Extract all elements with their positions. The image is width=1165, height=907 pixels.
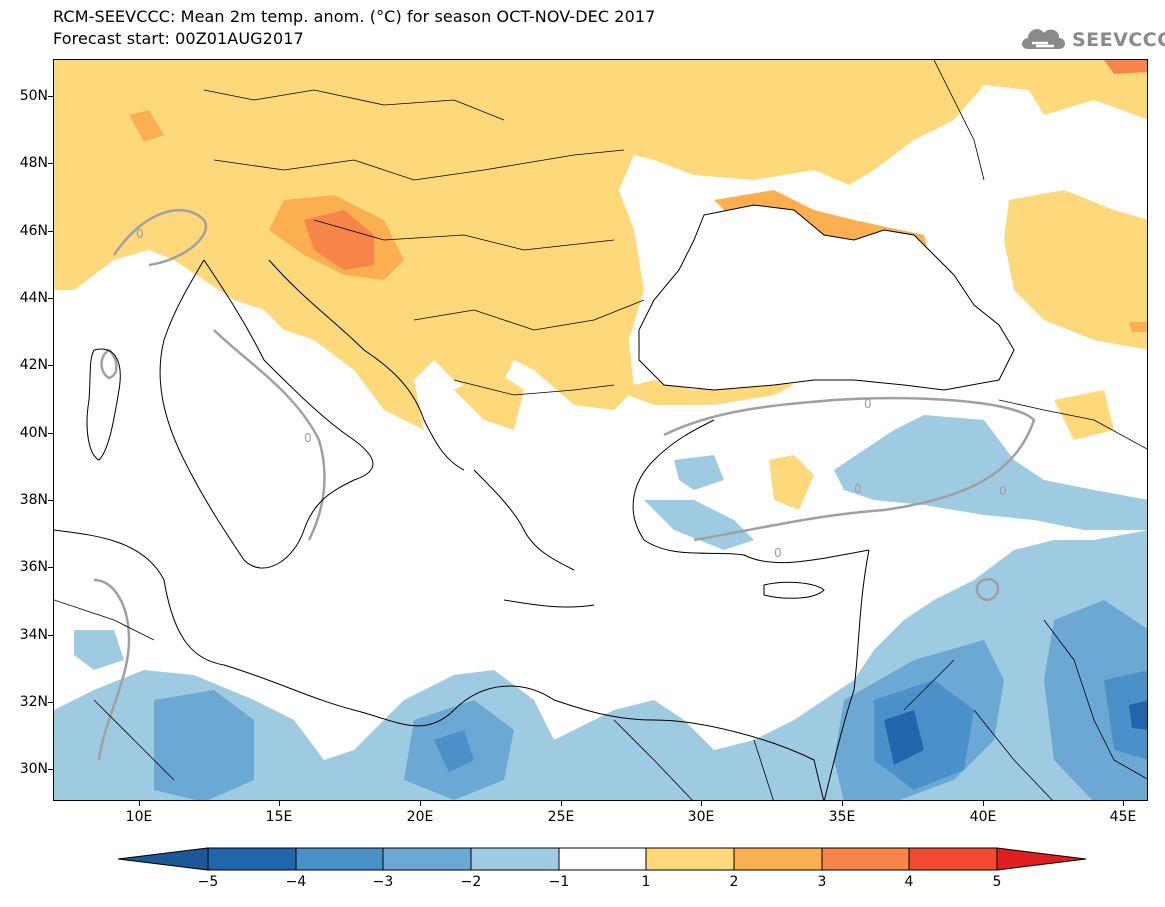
- colorbar-segment: [207, 847, 297, 871]
- lat-tick: [48, 231, 53, 232]
- lat-label-50n: 50N: [19, 88, 48, 104]
- lon-label-35e: 35E: [828, 809, 856, 825]
- lat-tick: [48, 298, 53, 299]
- colorbar-label: 2: [729, 874, 739, 890]
- anomaly-map-svg: 0 0 0 0 0 0: [54, 60, 1147, 800]
- colorbar-label: 4: [904, 874, 914, 890]
- colorbar-low-arrow: [118, 847, 209, 871]
- colorbar-segment: [470, 847, 560, 871]
- lat-label-34n: 34N: [19, 627, 48, 643]
- colorbar-segment: [558, 847, 647, 871]
- lat-tick: [48, 433, 53, 434]
- lat-label-44n: 44N: [19, 290, 48, 306]
- colorbar-segment: [821, 847, 910, 871]
- lon-label-40e: 40E: [969, 809, 997, 825]
- colorbar-label: 1: [641, 874, 651, 890]
- lat-tick: [48, 635, 53, 636]
- colorbar-label: −4: [285, 874, 307, 890]
- colorbar: [118, 847, 1086, 871]
- lat-label-48n: 48N: [19, 155, 48, 171]
- colorbar-segment: [645, 847, 735, 871]
- map-title: RCM-SEEVCCC: Mean 2m temp. anom. (°C) fo…: [53, 7, 656, 26]
- colorbar-label: 3: [817, 874, 827, 890]
- logo-text: SEEVCCC: [1072, 29, 1165, 51]
- country-borders: [54, 60, 1147, 800]
- lon-label-30e: 30E: [687, 809, 715, 825]
- coastlines: [54, 259, 870, 800]
- lat-tick: [48, 365, 53, 366]
- lat-tick: [48, 96, 53, 97]
- colorbar-segment: [382, 847, 472, 871]
- seevccc-logo: SEEVCCC: [1018, 21, 1165, 55]
- lat-label-42n: 42N: [19, 357, 48, 373]
- contour-label: 0: [136, 227, 144, 241]
- contour-label: 0: [864, 397, 872, 411]
- lon-tick: [279, 801, 280, 806]
- lon-tick: [842, 801, 843, 806]
- lat-tick: [48, 567, 53, 568]
- cloud-icon: [1022, 29, 1065, 49]
- colorbar-label: 5: [992, 874, 1002, 890]
- lon-tick: [420, 801, 421, 806]
- lon-tick: [561, 801, 562, 806]
- colorbar-segment: [908, 847, 998, 871]
- lat-tick: [48, 769, 53, 770]
- contour-label: 0: [774, 546, 782, 560]
- colorbar-label: −2: [460, 874, 482, 890]
- lat-tick: [48, 163, 53, 164]
- lon-label-15e: 15E: [265, 809, 293, 825]
- contour-label: 0: [999, 484, 1007, 498]
- lat-label-32n: 32N: [19, 694, 48, 710]
- forecast-start-label: Forecast start: 00Z01AUG2017: [53, 29, 304, 48]
- colorbar-segment: [295, 847, 384, 871]
- contour-label: 0: [854, 482, 862, 496]
- lon-label-25e: 25E: [547, 809, 575, 825]
- lat-label-40n: 40N: [19, 425, 48, 441]
- map-plot: 0 0 0 0 0 0: [53, 59, 1148, 801]
- lon-tick: [983, 801, 984, 806]
- colorbar-segment: [733, 847, 823, 871]
- colorbar-label: −5: [197, 874, 219, 890]
- cool-anomaly-fill: [54, 415, 1147, 800]
- colorbar-high-arrow: [996, 847, 1086, 871]
- lat-label-36n: 36N: [19, 559, 48, 575]
- lon-tick: [701, 801, 702, 806]
- lon-label-45e: 45E: [1109, 809, 1137, 825]
- colorbar-label: −3: [372, 874, 394, 890]
- lon-label-10e: 10E: [125, 809, 153, 825]
- lat-tick: [48, 702, 53, 703]
- lon-tick: [1123, 801, 1124, 806]
- lat-tick: [48, 500, 53, 501]
- lat-label-38n: 38N: [19, 492, 48, 508]
- zero-contours: [93, 208, 1036, 761]
- lat-label-30n: 30N: [19, 761, 48, 777]
- contour-label: 0: [304, 431, 312, 445]
- colorbar-label: −1: [548, 874, 570, 890]
- lat-label-46n: 46N: [19, 223, 48, 239]
- lon-label-20e: 20E: [406, 809, 434, 825]
- lon-tick: [139, 801, 140, 806]
- black-sea: [638, 204, 1015, 391]
